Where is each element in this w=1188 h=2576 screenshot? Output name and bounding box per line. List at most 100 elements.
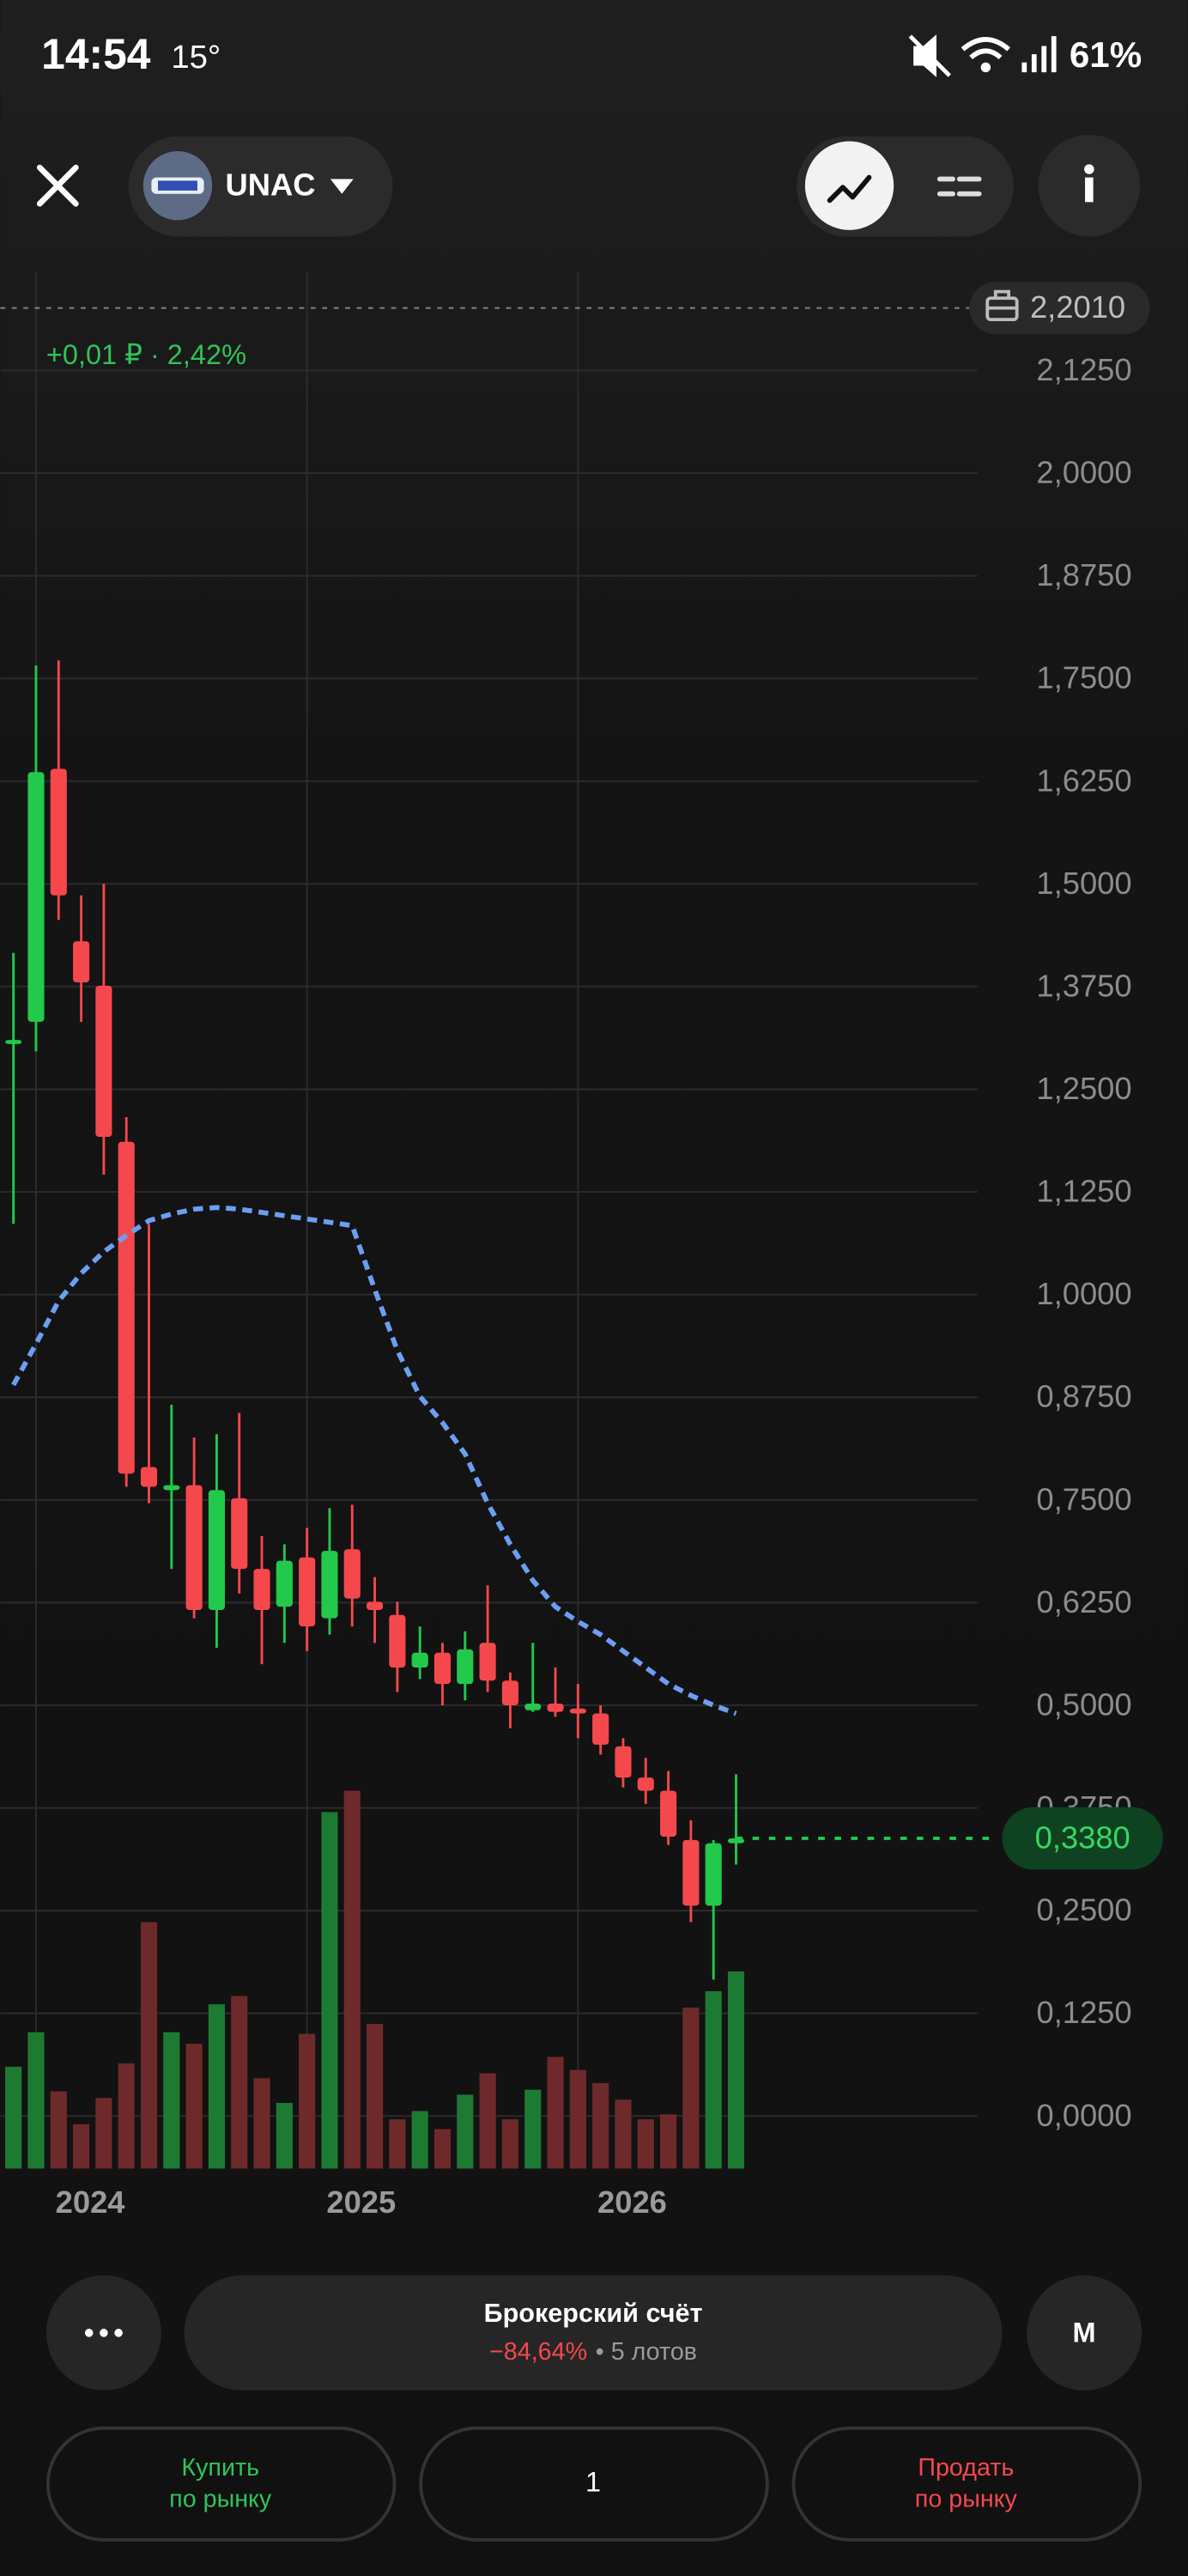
buy-label: по рынку <box>169 2486 272 2513</box>
account-title: Брокерский счёт <box>484 2299 703 2328</box>
clock: 14:54 <box>41 30 151 78</box>
ticker: UNAC <box>225 167 315 203</box>
account-stats: −84,64% • 5 лотов <box>489 2337 697 2365</box>
y-tick-label: 0,5000 <box>1036 1686 1131 1722</box>
volume-bar <box>118 2063 135 2169</box>
volume-bar <box>321 1812 338 2169</box>
candle-body <box>524 1704 542 1710</box>
candle-body <box>95 985 112 1137</box>
candle-body <box>343 1549 361 1599</box>
volume-bar <box>389 2119 406 2169</box>
candle-body <box>5 1040 22 1044</box>
account-button[interactable] <box>184 2275 1003 2391</box>
volume-bar <box>163 2032 180 2169</box>
quantity: 1 <box>585 2466 601 2497</box>
temperature: 15° <box>171 39 221 76</box>
account-change: −84,64% <box>489 2337 587 2365</box>
candle-body <box>501 1680 518 1705</box>
ticker-selector[interactable] <box>128 136 393 237</box>
sell-button[interactable] <box>791 2426 1143 2542</box>
volume-bar <box>95 2098 112 2169</box>
volume-bar <box>727 1971 745 2169</box>
status-icons <box>908 34 1057 77</box>
y-tick-label: 0,6250 <box>1036 1584 1131 1619</box>
volume-bar <box>276 2102 293 2169</box>
volume-bar <box>367 2024 384 2169</box>
candle-body <box>276 1560 293 1607</box>
y-tick-label: 1,1250 <box>1036 1174 1131 1209</box>
volume-bar <box>615 2099 632 2169</box>
volume-bar <box>5 2066 22 2169</box>
position-price-label: 2,2010 <box>1030 289 1125 325</box>
candle-body <box>299 1557 316 1627</box>
volume-bar <box>73 2123 90 2169</box>
x-tick-label: 2025 <box>326 2184 396 2220</box>
candle-body <box>615 1746 632 1778</box>
volume-bar <box>411 2111 428 2169</box>
chart-type-switch[interactable] <box>797 136 1014 237</box>
quantity-field[interactable] <box>419 2426 769 2542</box>
x-tick-label: 2024 <box>56 2184 126 2220</box>
volume-bar <box>27 2032 45 2169</box>
interval-button[interactable] <box>1027 2275 1143 2391</box>
candle-body <box>367 1601 384 1610</box>
candle-body <box>185 1485 203 1610</box>
info-button[interactable] <box>1038 134 1141 237</box>
candle-body <box>118 1141 135 1474</box>
volume-bar <box>637 2119 654 2169</box>
interval: M <box>1073 2317 1096 2348</box>
account-lots: • 5 лотов <box>596 2337 697 2365</box>
candle-body <box>27 772 45 1023</box>
candle-body <box>321 1551 338 1619</box>
last-price-badge <box>1002 1807 1163 1870</box>
volume-bar <box>501 2119 518 2169</box>
candle-body <box>592 1713 609 1745</box>
y-tick-label: 1,3750 <box>1036 968 1131 1003</box>
y-tick-label: 0,2500 <box>1036 1893 1131 1928</box>
candle-body <box>547 1704 564 1712</box>
volume-bar <box>479 2073 496 2169</box>
candle-body <box>457 1649 474 1685</box>
y-tick-label: 1,8750 <box>1036 557 1131 592</box>
y-tick-label: 0,8750 <box>1036 1379 1131 1414</box>
candle-body <box>479 1643 496 1681</box>
y-tick-label: 1,0000 <box>1036 1276 1131 1311</box>
candle-body <box>163 1485 180 1491</box>
volume-bar <box>299 2033 316 2169</box>
volume-bar <box>231 1996 248 2169</box>
candle-body <box>50 769 67 896</box>
y-tick-label: 2,1250 <box>1036 352 1131 387</box>
buy-button[interactable] <box>45 2426 397 2542</box>
x-tick-label: 2026 <box>597 2184 667 2220</box>
candle-body <box>231 1498 248 1570</box>
volume-bar <box>253 2078 270 2169</box>
y-tick-label: 1,2500 <box>1036 1071 1131 1106</box>
y-tick-label: 1,6250 <box>1036 762 1131 798</box>
more-button[interactable] <box>45 2275 161 2391</box>
y-tick-label: 2,0000 <box>1036 455 1131 490</box>
y-tick-label: 0,0000 <box>1036 2098 1131 2133</box>
moving-average <box>11 1205 737 1716</box>
candle-body <box>637 1777 654 1791</box>
volume-bar <box>433 2129 452 2169</box>
y-tick-label: 0,1250 <box>1036 1995 1131 2030</box>
change-label: +0,01 ₽ · 2,42% <box>46 339 246 370</box>
last-price-label: 0,3380 <box>1035 1820 1130 1855</box>
volume-bar <box>547 2057 564 2169</box>
volume-bar <box>682 2008 700 2169</box>
volume-bar <box>592 2083 609 2169</box>
y-tick-label: 1,5000 <box>1036 866 1131 901</box>
briefcase-icon <box>987 289 1017 310</box>
close-button[interactable] <box>36 164 79 207</box>
volume-bar <box>343 1790 361 2169</box>
candle-body <box>140 1467 158 1487</box>
volume-bar <box>50 2091 67 2169</box>
candle-body <box>660 1790 677 1838</box>
volume-bar <box>705 1990 722 2169</box>
volume-bar <box>140 1922 158 2169</box>
candle-body <box>389 1614 406 1668</box>
buy-label: Купить <box>181 2454 259 2482</box>
